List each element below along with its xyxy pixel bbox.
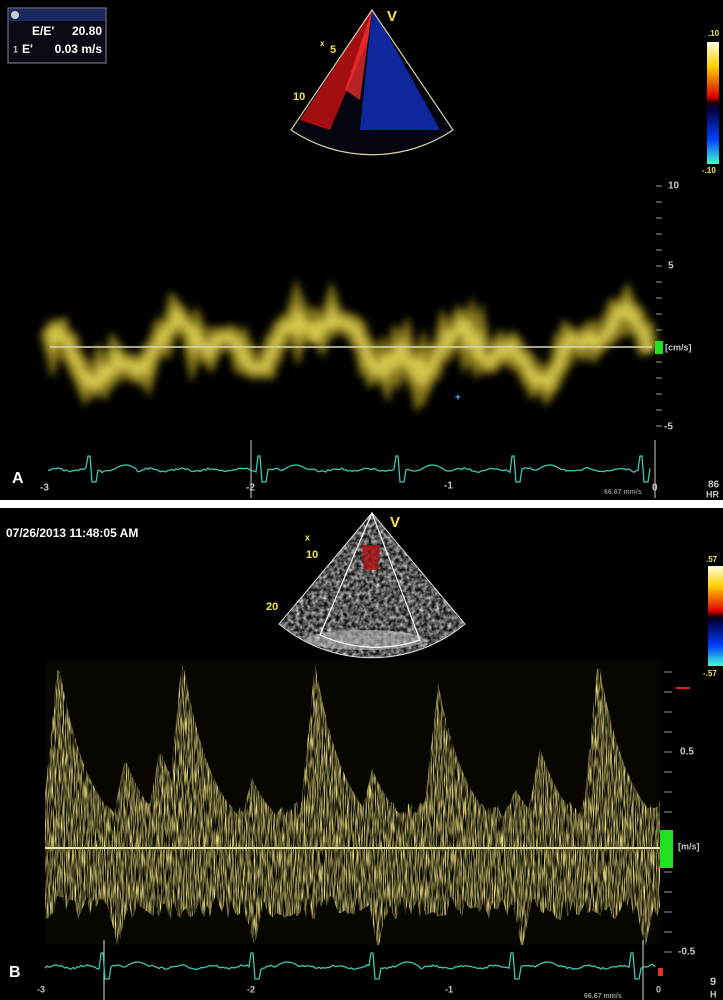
box-header <box>9 9 105 21</box>
color-scale-top: .10 <box>708 29 720 38</box>
velocity-label: -0.5 <box>678 947 696 958</box>
probe-marker: V <box>387 8 397 25</box>
time-label: -2 <box>246 483 255 494</box>
box-icon <box>11 11 19 19</box>
color-scale-bottom: -.10 <box>702 166 716 175</box>
panel-a: E/E' 20.80 1 E' 0.03 m/s V x 5 10 .10 -.… <box>0 0 723 500</box>
timestamp: 07/26/2013 11:48:05 AM <box>6 526 138 540</box>
heart-rate-label: H <box>710 989 717 999</box>
panel-label: A <box>12 470 24 487</box>
panel-b: 07/26/2013 11:48:05 AM V x 10 20 .57 -.5… <box>0 508 723 1000</box>
orientation-marker: x <box>305 532 310 542</box>
velocity-label: -5 <box>664 422 673 433</box>
measure-name: E/E' <box>32 24 54 38</box>
heart-rate-label: HR <box>706 489 719 499</box>
depth-label: 5 <box>330 44 336 56</box>
time-label: -1 <box>444 481 453 492</box>
time-label: -2 <box>247 984 255 994</box>
velocity-label: 10 <box>668 181 680 192</box>
measure-index: 1 <box>13 44 18 54</box>
measure-value: 20.80 <box>72 24 102 38</box>
page: E/E' 20.80 1 E' 0.03 m/s V x 5 10 .10 -.… <box>0 0 723 1000</box>
velocity-label: 5 <box>668 261 674 272</box>
color-bar <box>707 42 719 164</box>
depth-label: 10 <box>306 549 318 561</box>
measure-value: 0.03 m/s <box>55 42 103 56</box>
velocity-unit: [m/s] <box>678 841 700 851</box>
time-label: -1 <box>445 984 453 994</box>
velocity-unit: [cm/s] <box>665 342 692 352</box>
baseline-marker <box>655 341 663 354</box>
flow-red <box>362 545 380 570</box>
depth-label: 20 <box>266 601 278 613</box>
time-label: -3 <box>37 984 45 994</box>
cursor: + <box>455 393 461 404</box>
sweep-speed: 66.67 mm/s <box>604 489 642 496</box>
heart-rate: 9 <box>710 976 716 988</box>
screenshot: E/E' 20.80 1 E' 0.03 m/s V x 5 10 .10 -.… <box>0 0 723 1000</box>
measure-name: E' <box>22 42 33 56</box>
color-scale-top: .57 <box>706 555 718 564</box>
panel-label: B <box>9 964 21 981</box>
orientation-marker: x <box>320 39 325 48</box>
time-label: 0 <box>652 483 658 494</box>
probe-marker: V <box>390 514 400 531</box>
sweep-speed: 66.67 mm/s <box>584 993 622 1000</box>
color-scale-bottom: -.57 <box>703 669 717 678</box>
measurement-box: E/E' 20.80 1 E' 0.03 m/s <box>8 8 106 63</box>
ecg-marker <box>658 968 663 976</box>
baseline-marker <box>660 830 673 868</box>
color-bar <box>708 566 723 666</box>
time-label: 0 <box>656 984 661 994</box>
depth-label: 10 <box>293 91 305 103</box>
time-label: -3 <box>40 483 49 494</box>
velocity-label: 0.5 <box>680 747 694 758</box>
